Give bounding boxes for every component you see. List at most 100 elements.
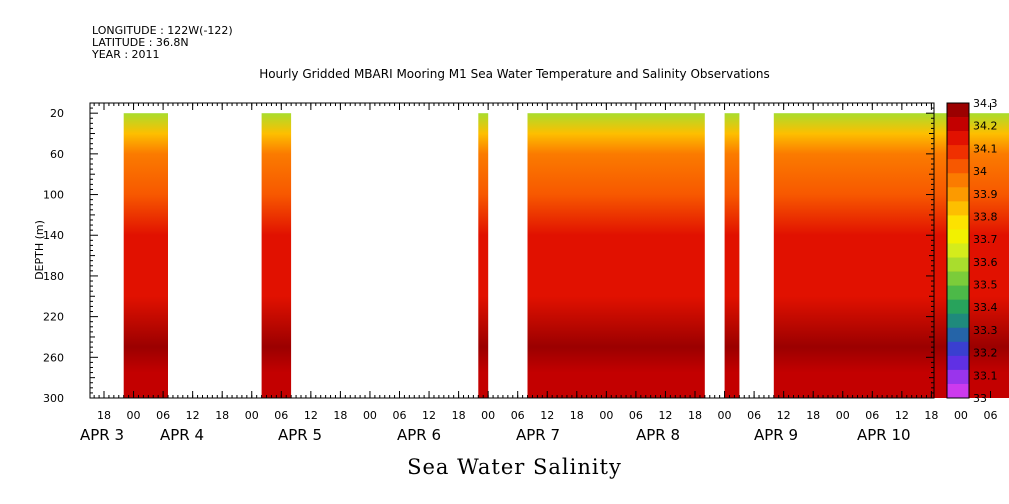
x-hour-label: 18 — [452, 409, 466, 422]
year-label: YEAR : 2011 — [92, 48, 160, 61]
x-hour-label: 00 — [481, 409, 495, 422]
colorbar-swatch — [947, 229, 969, 244]
colorbar-swatch — [947, 313, 969, 329]
colorbar-label: 33.1 — [973, 369, 998, 382]
colorbar-label: 33.7 — [973, 233, 998, 246]
latitude-label: LATITUDE : 36.8N — [92, 36, 189, 49]
x-hour-label: 06 — [984, 409, 998, 422]
x-hour-label: 00 — [245, 409, 259, 422]
y-axis-label: DEPTH (m) — [33, 220, 46, 280]
data-blocks — [123, 113, 1009, 398]
y-tick-label: 180 — [43, 270, 64, 283]
colorbar-label: 33.2 — [973, 347, 998, 360]
chart-title: Hourly Gridded MBARI Mooring M1 Sea Wate… — [259, 67, 770, 81]
colorbar-swatch — [947, 201, 969, 216]
data-block — [773, 113, 1009, 398]
colorbar-swatch — [947, 257, 969, 272]
y-tick-label: 300 — [43, 392, 64, 405]
x-hour-label: 12 — [658, 409, 672, 422]
x-hour-label: 18 — [215, 409, 229, 422]
x-hour-label: 12 — [304, 409, 318, 422]
colorbar-swatch — [947, 215, 969, 230]
colorbar-label: 33 — [973, 392, 987, 405]
x-day-label: APR 3 — [80, 426, 124, 444]
x-hour-label: 06 — [747, 409, 761, 422]
y-tick-label: 20 — [50, 107, 64, 120]
colorbar-swatch — [947, 187, 969, 202]
x-hour-label: 12 — [186, 409, 200, 422]
y-tick-label: 140 — [43, 229, 64, 242]
x-hour-label: 06 — [865, 409, 879, 422]
x-hour-label: 18 — [97, 409, 111, 422]
colorbar-swatch — [947, 369, 969, 385]
x-day-label: APR 10 — [857, 426, 911, 444]
x-hour-label: 12 — [540, 409, 554, 422]
y-axis: 20 60 100 140 180 220 260 300 — [43, 102, 934, 405]
x-day-label: APR 7 — [516, 426, 560, 444]
colorbar-swatch — [947, 355, 969, 371]
x-hour-label: 00 — [954, 409, 968, 422]
y-tick-label: 100 — [43, 189, 64, 202]
data-block — [724, 113, 740, 398]
x-hour-label: 18 — [688, 409, 702, 422]
x-hour-label: 18 — [570, 409, 584, 422]
y-tick-label: 60 — [50, 148, 64, 161]
colorbar-label: 33.6 — [973, 256, 998, 269]
x-axis: 18 00 06 12 18 00 06 12 18 00 06 12 18 00 06 12 18 00 06 12… — [80, 103, 998, 444]
data-block — [478, 113, 489, 398]
data-block — [527, 113, 705, 398]
variable-title: Sea Water Salinity — [407, 455, 622, 479]
x-hour-label: 18 — [924, 409, 938, 422]
colorbar-swatch — [947, 341, 969, 357]
x-hour-label: 06 — [629, 409, 643, 422]
colorbar-label: 33.3 — [973, 324, 998, 337]
x-day-label: APR 6 — [397, 426, 441, 444]
colorbar-label: 34 — [973, 165, 987, 178]
colorbar-label: 33.8 — [973, 211, 998, 224]
colorbar-frame — [946, 102, 970, 399]
y-tick-label: 260 — [43, 351, 64, 364]
x-hour-label: 06 — [274, 409, 288, 422]
x-hour-label: 00 — [363, 409, 377, 422]
data-block — [123, 113, 168, 398]
x-hour-label: 00 — [718, 409, 732, 422]
longitude-label: LONGITUDE : 122W(-122) — [92, 24, 233, 37]
colorbar-swatch — [947, 117, 969, 132]
x-hour-label: 12 — [895, 409, 909, 422]
x-hour-label: 06 — [393, 409, 407, 422]
colorbar-swatch — [947, 103, 969, 118]
colorbar-swatch — [947, 145, 969, 160]
colorbar-label: 33.5 — [973, 279, 998, 292]
colorbar-swatch — [947, 243, 969, 258]
colorbar-swatch — [947, 327, 969, 343]
x-day-label: APR 9 — [754, 426, 798, 444]
x-hour-label: 06 — [511, 409, 525, 422]
x-hour-label: 12 — [777, 409, 791, 422]
y-tick-label: 220 — [43, 311, 64, 324]
colorbar-swatch — [947, 271, 969, 286]
colorbar-label: 34.2 — [973, 120, 998, 133]
x-hour-label: 12 — [422, 409, 436, 422]
x-day-label: APR 4 — [160, 426, 204, 444]
colorbar-swatch — [947, 159, 969, 174]
x-hour-label: 06 — [156, 409, 170, 422]
colorbar-label: 33.9 — [973, 188, 998, 201]
x-hour-label: 00 — [836, 409, 850, 422]
x-day-label: APR 8 — [636, 426, 680, 444]
colorbar-swatch — [947, 173, 969, 188]
x-day-label: APR 5 — [278, 426, 322, 444]
x-hour-label: 00 — [127, 409, 141, 422]
colorbar: 34.3 34.2 34.1 34 33.9 33.8 33.7 33.6 33.5 33.4 33… — [946, 97, 998, 405]
colorbar-swatch — [947, 131, 969, 146]
x-hour-label: 18 — [333, 409, 347, 422]
data-block — [261, 113, 292, 398]
x-hour-label: 18 — [806, 409, 820, 422]
colorbar-label: 33.4 — [973, 301, 998, 314]
colorbar-label: 34.3 — [973, 97, 998, 110]
colorbar-swatch — [947, 299, 969, 315]
colorbar-swatch — [947, 383, 969, 399]
colorbar-swatch — [947, 285, 969, 300]
x-hour-label: 00 — [599, 409, 613, 422]
colorbar-label: 34.1 — [973, 142, 998, 155]
